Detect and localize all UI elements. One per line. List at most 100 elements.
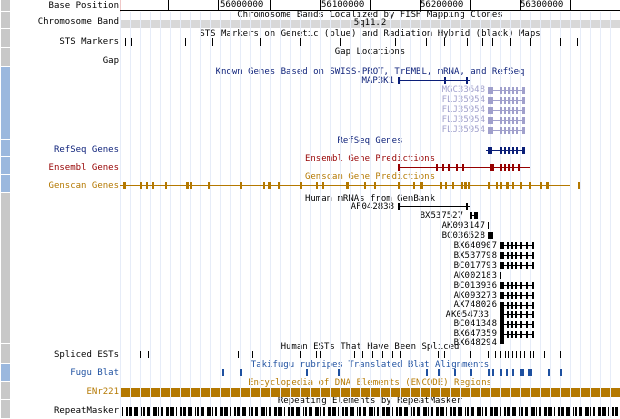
sts-marker: [577, 38, 578, 46]
repeat-element: [357, 407, 358, 416]
mrna-label[interactable]: AF042838: [350, 202, 394, 212]
mrna-alignment-exon: [520, 282, 522, 289]
mrna-label[interactable]: BX640907: [453, 241, 497, 251]
mrna-alignment-exon: [526, 282, 528, 289]
mrna-label[interactable]: BC041348: [453, 319, 497, 329]
mrna-label[interactable]: AK093147: [441, 221, 485, 231]
mrna-label[interactable]: BX537798: [453, 251, 497, 261]
repeat-element: [413, 407, 415, 416]
label-repeatmasker[interactable]: RepeatMasker: [53, 406, 119, 416]
mrna-label[interactable]: AK002183: [453, 271, 497, 281]
sidebar-button-fugu[interactable]: [1, 364, 10, 382]
repeat-element: [220, 407, 223, 416]
sidebar-button-sts-markers[interactable]: [1, 29, 10, 48]
base-position-ruler[interactable]: 56000000 56100000 56200000 56300000: [120, 0, 620, 11]
sidebar-button-ensembl[interactable]: [1, 157, 10, 175]
mrna-alignment-exon: [488, 232, 493, 239]
repeat-element: [332, 407, 336, 416]
mrna-alignment-exon: [507, 331, 509, 338]
sidebar-button-known-genes[interactable]: [1, 67, 10, 140]
known-gene-exon: [444, 77, 446, 84]
mrna-label[interactable]: BC017793: [453, 261, 497, 271]
mrna-label[interactable]: BC013936: [453, 281, 497, 291]
repeat-element: [593, 407, 595, 416]
sts-marker: [395, 38, 396, 46]
gene-label-known[interactable]: MAP3K1: [361, 76, 394, 86]
genscan-exon: [546, 182, 549, 189]
spliced-est: [362, 351, 363, 358]
mrna-alignment-exon: [507, 252, 509, 259]
repeat-element: [303, 407, 304, 416]
repeat-element: [615, 407, 618, 416]
label-spliced-ests[interactable]: Spliced ESTs: [53, 350, 119, 360]
label-base-position[interactable]: Base Position: [48, 1, 119, 11]
known-gene-faded-exon: [500, 97, 502, 104]
sidebar-button-mrna[interactable]: [1, 193, 10, 344]
label-sts-markers[interactable]: STS Markers: [59, 37, 119, 47]
sts-marker: [185, 38, 186, 46]
sidebar-button-spliced-ests[interactable]: [1, 344, 10, 364]
mrna-alignment-exon: [500, 242, 504, 249]
mrna-alignment-exon: [507, 262, 509, 269]
repeat-element: [554, 407, 555, 416]
genscan-exon: [578, 182, 580, 189]
known-gene-faded-exon: [500, 127, 502, 134]
repeat-element: [573, 407, 574, 416]
spliced-est: [508, 351, 509, 358]
mrna-alignment-exon: [500, 262, 504, 269]
repeat-element: [249, 407, 250, 416]
mrna-label[interactable]: BC036528: [441, 231, 485, 241]
mrna-label[interactable]: BX648294: [453, 338, 497, 348]
label-ensembl-genes[interactable]: Ensembl Genes: [48, 163, 119, 173]
sidebar-button-genscan[interactable]: [1, 175, 10, 193]
repeat-element: [477, 407, 481, 416]
sidebar-button-base-position[interactable]: [1, 0, 10, 12]
spliced-est: [300, 351, 301, 358]
sts-marker: [131, 38, 132, 46]
genscan-exon: [445, 182, 447, 189]
label-encode[interactable]: ENr221: [86, 387, 119, 397]
repeat-element: [374, 407, 375, 416]
fugu-alignment: [426, 369, 428, 376]
ensembl-gene-exon: [490, 164, 494, 171]
repeat-element: [382, 407, 385, 416]
genscan-exon: [263, 182, 265, 189]
mrna-alignment-exon: [500, 252, 504, 259]
mrna-label[interactable]: BX537527: [419, 211, 463, 221]
sts-marker: [492, 38, 493, 46]
track-title-chromosome-band: Chromosome Bands Localized by FISH Mappi…: [237, 10, 503, 20]
fugu-alignment: [240, 369, 242, 376]
mrna-label[interactable]: AK093273: [453, 291, 497, 301]
mrna-label[interactable]: AK054733: [445, 310, 489, 320]
label-refseq-genes[interactable]: RefSeq Genes: [53, 145, 119, 155]
gene-label-known[interactable]: FLJ35954: [441, 115, 485, 125]
refseq-gene-exon: [500, 147, 502, 154]
mrna-alignment-exon: [500, 302, 504, 309]
mrna-label[interactable]: BX647359: [453, 329, 497, 339]
mrna-alignment-exon: [520, 311, 522, 318]
known-gene-faded-exon: [500, 87, 502, 94]
sidebar-button-refseq[interactable]: [1, 140, 10, 157]
sts-marker: [212, 38, 213, 46]
gene-label-known[interactable]: MGC33648: [441, 85, 485, 95]
gene-label-known[interactable]: FLJ35954: [441, 95, 485, 105]
label-gap[interactable]: Gap: [102, 56, 119, 66]
label-genscan-genes[interactable]: Genscan Genes: [48, 181, 119, 191]
gene-label-known[interactable]: FLJ35954: [441, 125, 485, 135]
mrna-alignment-exon: [515, 331, 517, 338]
mrna-label[interactable]: AX748026: [453, 300, 497, 310]
gene-label-known[interactable]: FLJ35954: [441, 105, 485, 115]
fugu-alignment: [492, 369, 494, 376]
repeat-element: [386, 407, 390, 416]
sidebar-button-encode[interactable]: [1, 382, 10, 400]
sidebar-button-gap[interactable]: [1, 48, 10, 67]
genscan-exon: [123, 182, 126, 189]
genscan-exon: [529, 182, 531, 189]
repeat-element: [539, 407, 541, 416]
known-gene-faded-exon: [500, 107, 502, 114]
label-fugu-blat[interactable]: Fugu Blat: [70, 368, 119, 378]
sidebar-button-chromosome-band[interactable]: [1, 12, 10, 29]
genscan-exon: [440, 182, 442, 189]
repeat-element: [500, 407, 501, 416]
label-chromosome-band[interactable]: Chromosome Band: [37, 17, 119, 27]
